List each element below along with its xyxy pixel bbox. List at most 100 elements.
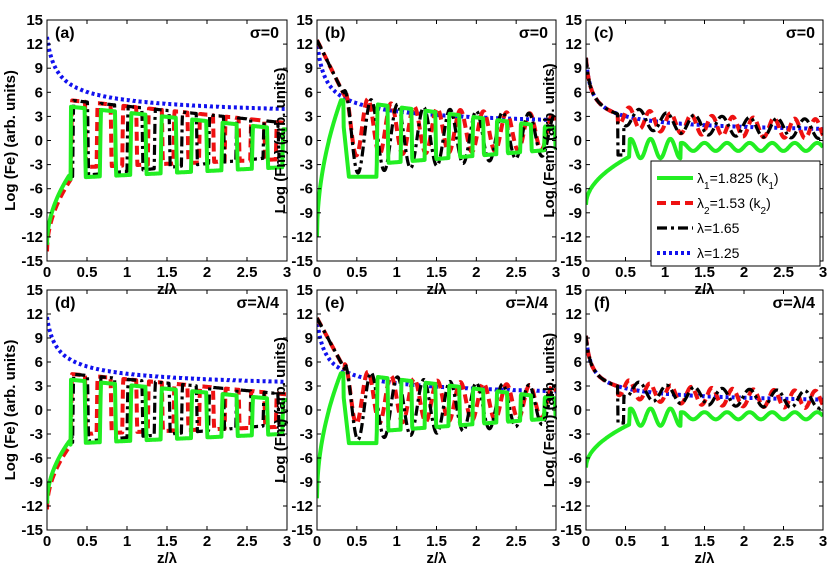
- y-tick-label: 0: [305, 133, 313, 150]
- y-tick-label: -3: [569, 426, 582, 443]
- x-tick-label: 1.5: [426, 533, 447, 550]
- y-tick-label: 3: [35, 108, 43, 125]
- x-tick-label: 3: [283, 264, 291, 281]
- y-tick-label: -12: [291, 229, 313, 246]
- y-tick-label: 9: [305, 330, 313, 347]
- panel-label: (b): [325, 25, 345, 42]
- x-axis-label: z/λ: [694, 550, 715, 567]
- series-line-2: [586, 57, 823, 141]
- series-line-2: [47, 98, 287, 252]
- y-tick-label: 6: [35, 84, 43, 101]
- x-tick-label: 0.5: [77, 533, 98, 550]
- x-tick-label: 3: [819, 533, 827, 550]
- y-tick-label: -6: [300, 181, 313, 198]
- x-tick-label: 1: [661, 533, 669, 550]
- x-tick-label: 1.5: [694, 264, 715, 281]
- y-axis-label: Log (Fem) (arb. units): [541, 63, 558, 217]
- y-tick-label: -15: [560, 253, 582, 270]
- y-tick-label: -3: [300, 426, 313, 443]
- x-tick-label: 0: [43, 533, 51, 550]
- x-tick-label: 2: [740, 533, 748, 550]
- y-tick-label: 15: [565, 12, 582, 29]
- x-tick-label: 0: [313, 533, 321, 550]
- y-tick-label: -3: [300, 157, 313, 174]
- x-axis-label: z/λ: [426, 550, 447, 567]
- series-line-4: [317, 39, 556, 122]
- x-tick-label: 1: [661, 264, 669, 281]
- legend-label-2: λ2=1.53 (k2): [697, 195, 771, 217]
- series-line-3: [586, 335, 823, 425]
- series-line-3: [586, 57, 823, 157]
- y-tick-label: -3: [30, 157, 43, 174]
- x-tick-label: 1.5: [157, 264, 178, 281]
- x-tick-label: 0: [582, 264, 590, 281]
- y-tick-label: 9: [305, 60, 313, 77]
- series-line-2: [317, 38, 556, 158]
- legend-label-3: λ=1.65: [697, 220, 740, 236]
- sigma-label: σ=0: [786, 25, 815, 42]
- y-tick-label: 3: [574, 108, 582, 125]
- y-tick-label: 6: [305, 354, 313, 371]
- x-tick-label: 2: [472, 264, 480, 281]
- y-axis-label: Log (Fm) (arb. units): [272, 337, 289, 483]
- y-tick-label: -9: [300, 474, 313, 491]
- y-tick-label: -3: [30, 426, 43, 443]
- x-tick-label: 1.5: [157, 533, 178, 550]
- x-tick-label: 2.5: [773, 264, 794, 281]
- x-tick-label: 1: [123, 264, 131, 281]
- x-tick-label: 0: [313, 264, 321, 281]
- x-axis-label: z/λ: [157, 550, 178, 567]
- y-tick-label: -9: [569, 474, 582, 491]
- y-tick-label: 12: [26, 36, 43, 53]
- legend-label-1: λ1=1.825 (k1): [697, 170, 779, 192]
- y-tick-label: -12: [291, 498, 313, 515]
- y-tick-label: 15: [296, 12, 313, 29]
- sigma-label: σ=λ/4: [772, 295, 815, 312]
- panel-label: (d): [55, 295, 75, 312]
- panel-5: -15 -12 -9 -6 -3 0 3 6 9 12 15 0 0.5 1 1.5 2 2.5 3 z/λ Log …: [272, 282, 560, 567]
- sigma-label: σ=0: [519, 25, 548, 42]
- legend-label-4: λ=1.25: [697, 245, 740, 261]
- y-tick-label: 12: [296, 306, 313, 323]
- sigma-label: σ=0: [250, 25, 279, 42]
- y-tick-label: 6: [574, 84, 582, 101]
- x-tick-label: 3: [552, 264, 560, 281]
- x-tick-label: 2.5: [237, 533, 258, 550]
- y-tick-label: -12: [560, 498, 582, 515]
- series-line-4: [317, 317, 556, 394]
- x-tick-label: 0.5: [615, 264, 636, 281]
- y-tick-label: 0: [35, 402, 43, 419]
- series-line-1: [586, 406, 823, 468]
- y-axis-label: Log (Fm) (arb. units): [272, 68, 289, 214]
- y-tick-label: 12: [296, 36, 313, 53]
- series-line-1: [586, 136, 823, 205]
- x-tick-label: 2.5: [773, 533, 794, 550]
- panel-6: -15 -12 -9 -6 -3 0 3 6 9 12 15 0 0.5 1 1.5 2 2.5 3 z/λ Log …: [541, 282, 827, 567]
- y-tick-label: 15: [296, 282, 313, 299]
- y-tick-label: -12: [21, 498, 43, 515]
- y-tick-label: -6: [569, 181, 582, 198]
- x-tick-label: 1: [123, 533, 131, 550]
- y-tick-label: 0: [574, 133, 582, 150]
- y-tick-label: 9: [35, 330, 43, 347]
- y-tick-label: 3: [305, 108, 313, 125]
- series-line-1: [47, 377, 287, 504]
- y-tick-label: 15: [565, 282, 582, 299]
- y-tick-label: -12: [560, 229, 582, 246]
- y-tick-label: 9: [574, 330, 582, 347]
- y-tick-label: 6: [35, 354, 43, 371]
- y-tick-label: 3: [305, 378, 313, 395]
- legend: λ1=1.825 (k1) λ2=1.53 (k2) λ=1.65 λ=1.25: [650, 160, 821, 267]
- x-tick-label: 2: [740, 264, 748, 281]
- x-tick-label: 1.5: [426, 264, 447, 281]
- x-tick-label: 0.5: [346, 533, 367, 550]
- series-line-1: [47, 104, 287, 245]
- panel-label: (f): [594, 295, 610, 312]
- series-line-3: [317, 39, 556, 175]
- x-tick-label: 0.5: [346, 264, 367, 281]
- y-tick-label: 12: [565, 36, 582, 53]
- y-tick-label: 9: [35, 60, 43, 77]
- y-tick-label: -6: [569, 450, 582, 467]
- sigma-label: σ=λ/4: [505, 295, 548, 312]
